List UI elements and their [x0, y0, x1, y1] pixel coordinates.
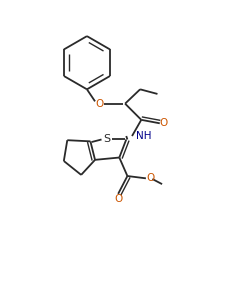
Text: NH: NH: [136, 131, 151, 141]
Text: O: O: [114, 194, 122, 204]
Text: O: O: [95, 99, 104, 109]
Text: O: O: [160, 118, 168, 128]
Text: O: O: [146, 173, 154, 183]
Text: S: S: [103, 135, 110, 144]
